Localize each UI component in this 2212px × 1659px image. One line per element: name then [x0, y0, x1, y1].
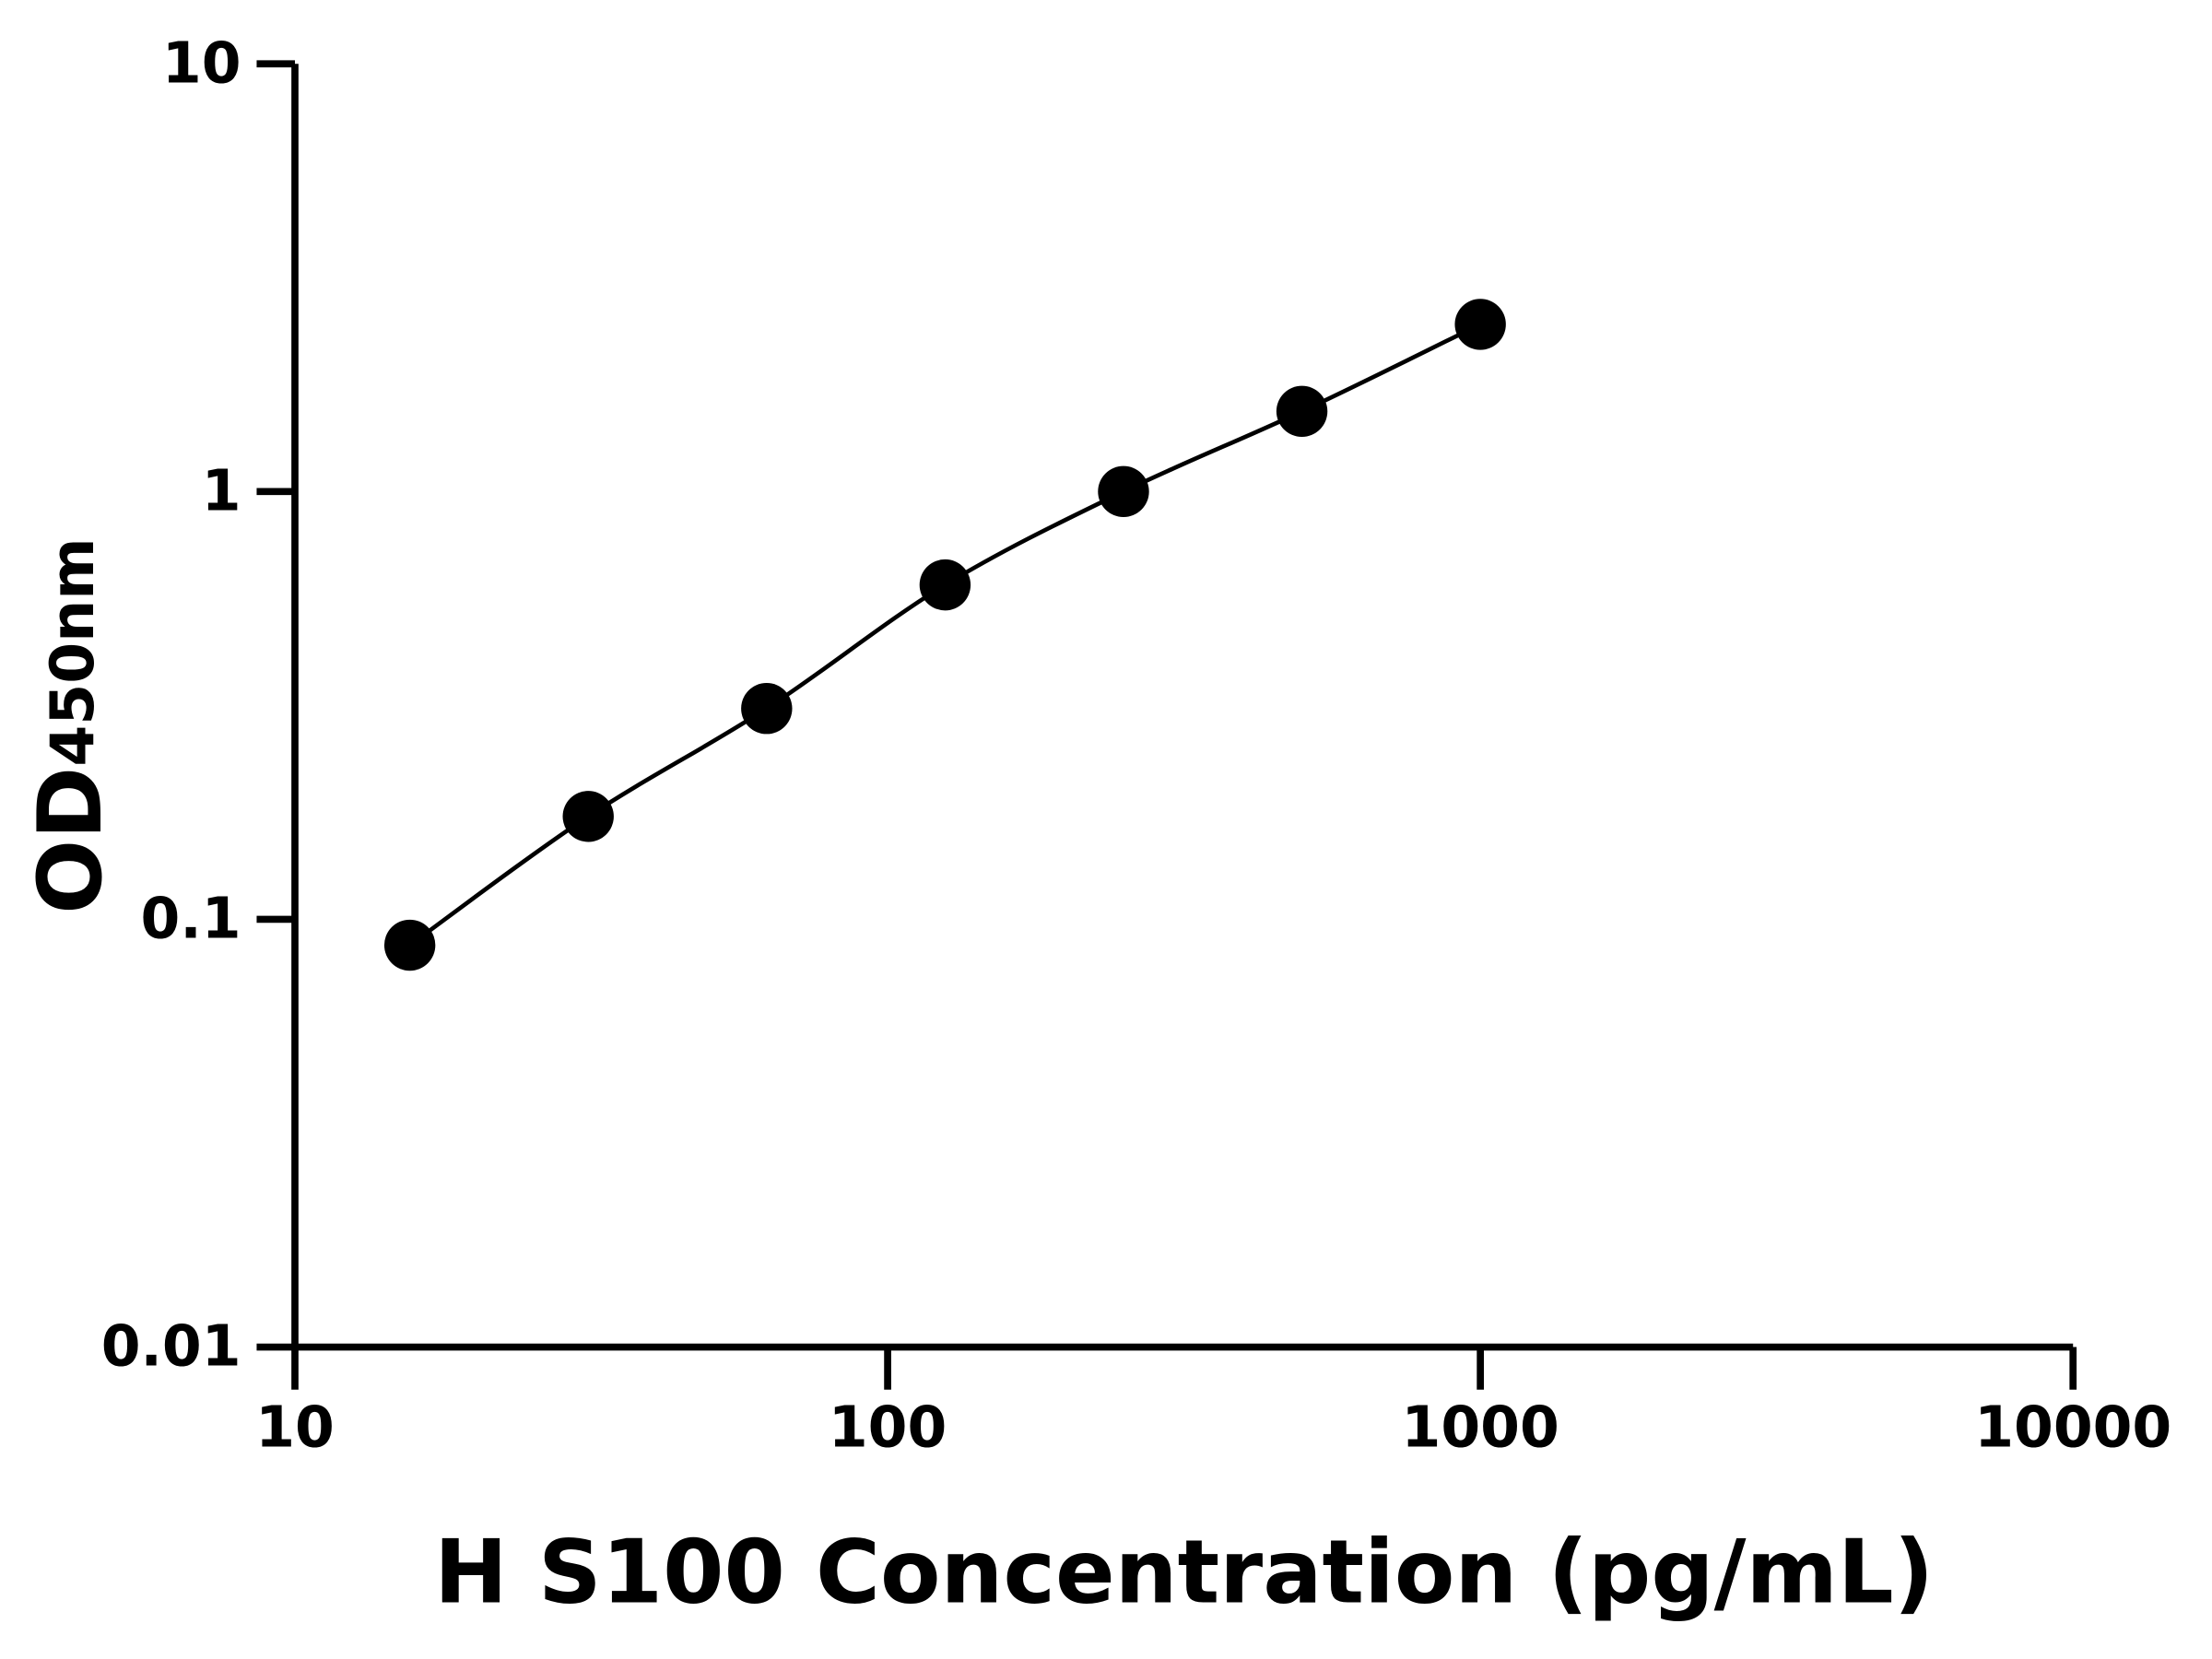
x-tick-label: 10: [255, 1394, 335, 1460]
y-axis-title: OD450nm: [19, 537, 122, 913]
x-tick-label: 100: [829, 1394, 947, 1460]
data-point: [741, 683, 793, 735]
x-tick-label: 10000: [1974, 1394, 2171, 1460]
data-point: [1276, 385, 1328, 437]
x-axis-title: H S100 Concentration (pg/mL): [434, 1522, 1934, 1624]
data-point: [1098, 465, 1149, 518]
y-axis-title-sub: 450nm: [39, 537, 108, 766]
y-tick-label: 1: [202, 457, 241, 524]
data-point: [383, 919, 436, 971]
data-point: [1454, 299, 1506, 350]
y-axis-title-main: OD: [19, 767, 122, 914]
data-point: [562, 791, 614, 842]
x-tick-label: 1000: [1402, 1394, 1559, 1460]
y-tick-label: 10: [162, 29, 241, 96]
y-tick-label: 0.01: [101, 1313, 241, 1380]
data-point: [919, 559, 971, 611]
y-tick-label: 0.1: [141, 886, 241, 952]
